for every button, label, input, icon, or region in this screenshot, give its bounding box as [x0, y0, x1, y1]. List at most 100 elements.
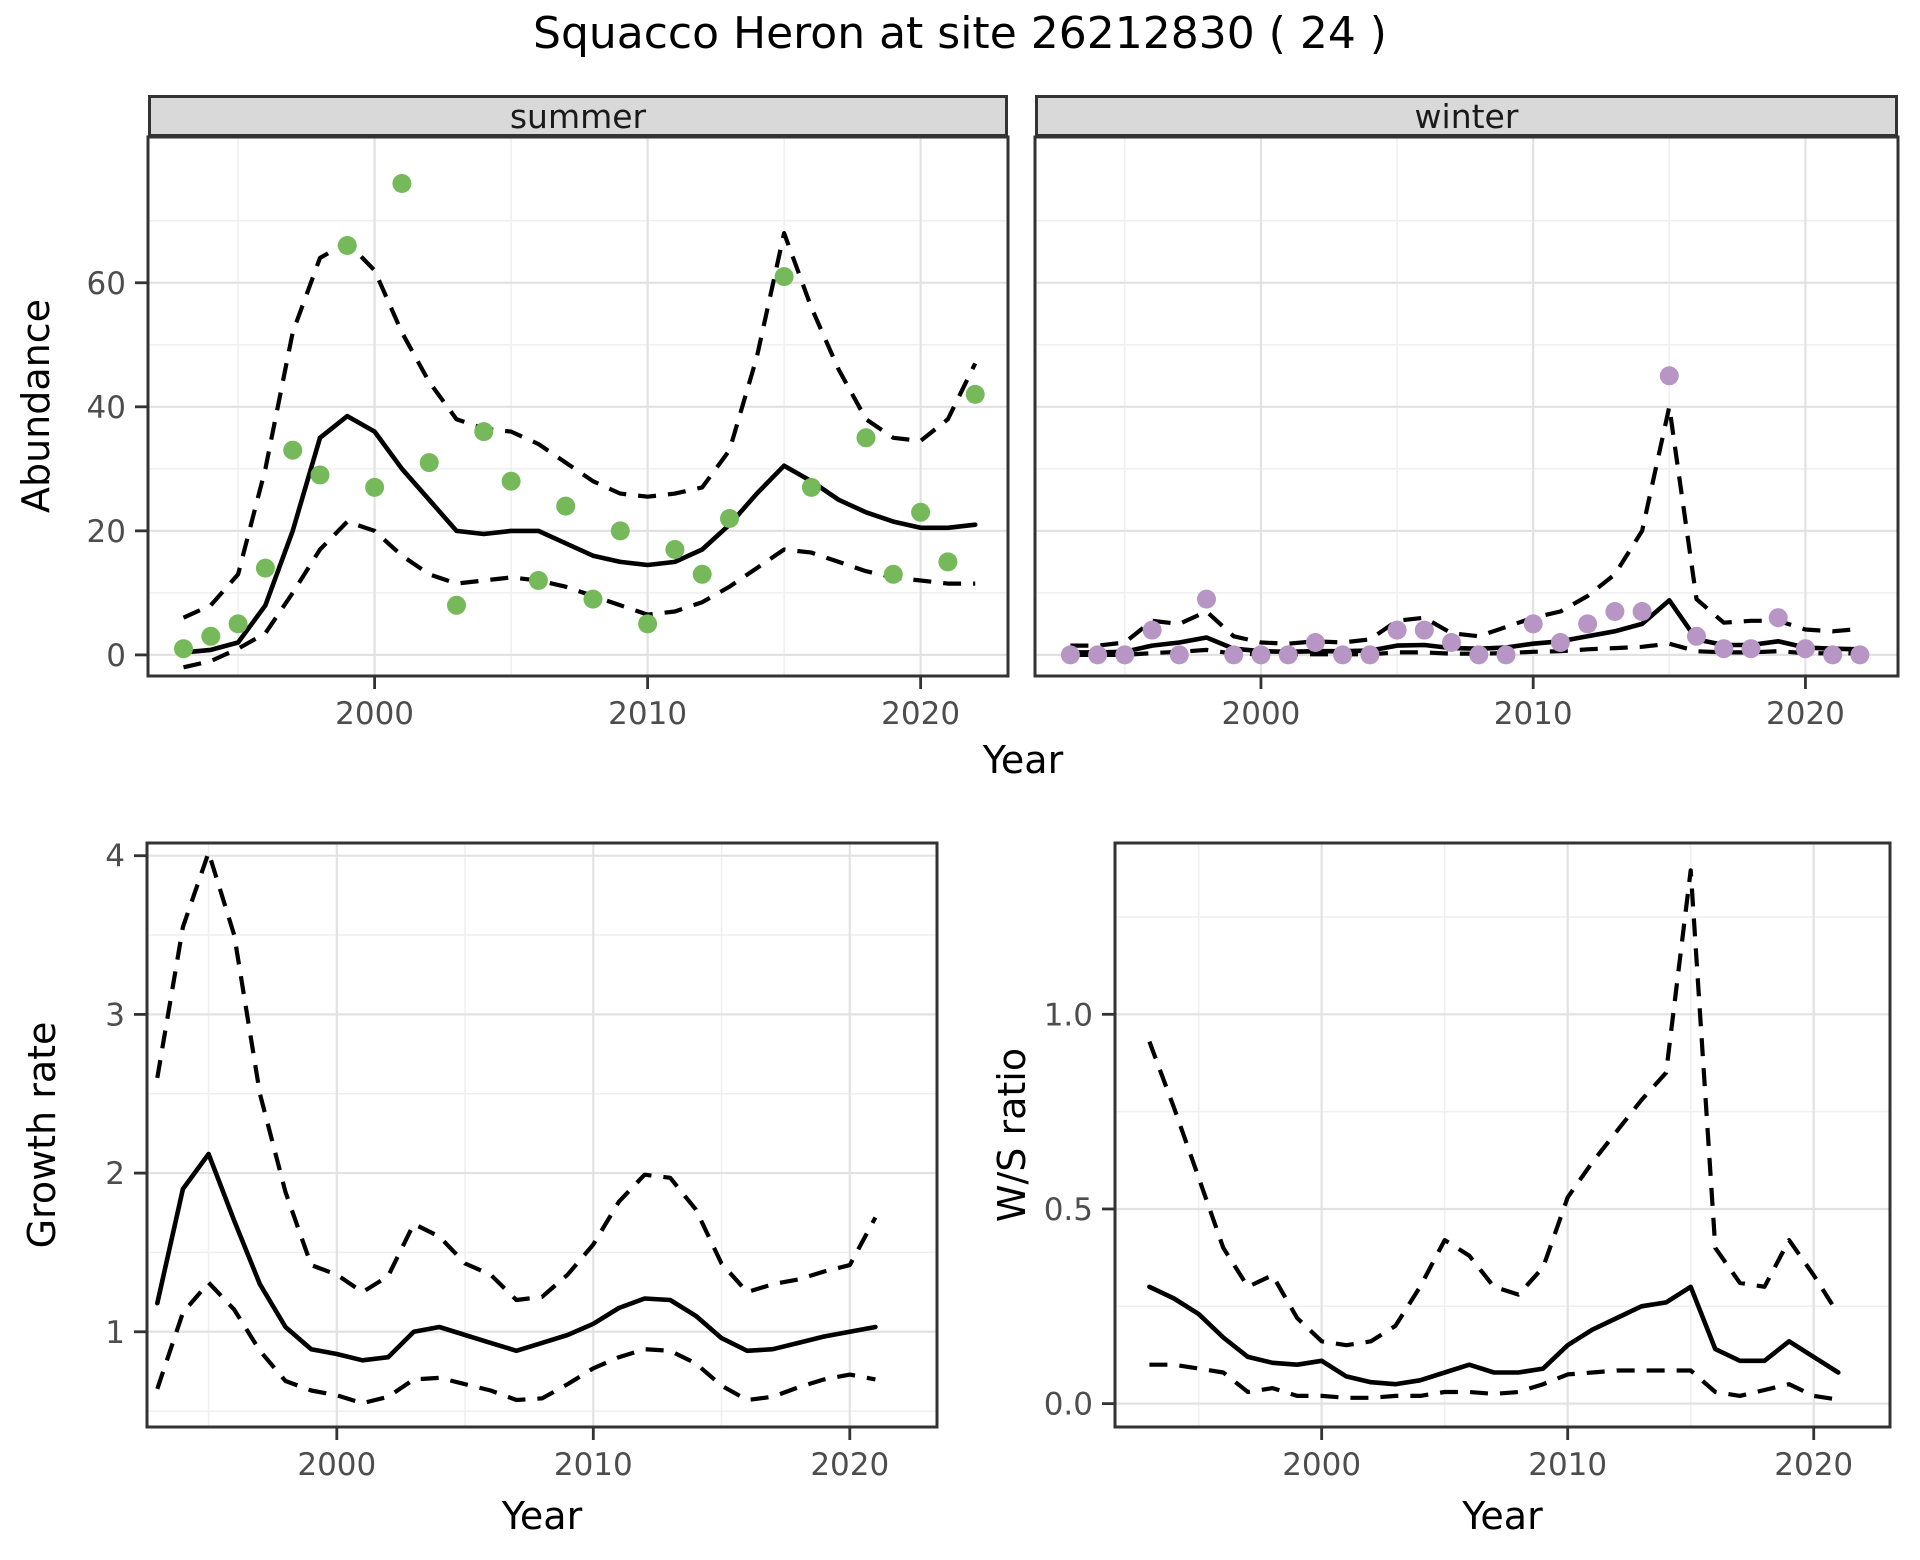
- x-tick-label: 2010: [1494, 696, 1573, 732]
- data-point: [720, 509, 739, 528]
- data-point: [1169, 645, 1189, 665]
- facet-strip-winter-label: winter: [1414, 96, 1519, 136]
- confidence-interval-line: [1070, 404, 1861, 648]
- data-point: [1088, 645, 1108, 665]
- data-point: [856, 428, 876, 448]
- y-tick-label: 20: [87, 514, 126, 550]
- data-point: [392, 174, 412, 193]
- x-axis-title-top: Year: [982, 738, 1064, 782]
- data-point: [556, 496, 576, 516]
- winter-plot: 2000 2010 2020: [1033, 135, 1900, 732]
- x-axis-title-growth: Year: [501, 1494, 583, 1538]
- data-point: [1768, 608, 1788, 628]
- data-point: [774, 267, 794, 287]
- data-point: [692, 564, 712, 584]
- data-point: [419, 453, 439, 473]
- data-point: [201, 626, 221, 646]
- data-point: [1550, 633, 1570, 652]
- data-point: [938, 552, 958, 572]
- data-point: [1850, 645, 1870, 665]
- data-point: [1823, 645, 1843, 665]
- y-tick-label: 0.0: [1044, 1387, 1093, 1423]
- data-point: [1414, 620, 1434, 640]
- confidence-interval-line: [155, 850, 878, 1303]
- facet-strip-summer-label: summer: [509, 96, 647, 136]
- panel-border: [145, 841, 939, 1429]
- x-tick-label: 2020: [1766, 696, 1845, 732]
- mean-trend-line: [155, 1151, 878, 1363]
- confidence-interval-line: [155, 1280, 876, 1406]
- data-point: [174, 639, 193, 659]
- mean-trend-line: [1147, 1284, 1841, 1387]
- panel-background: [147, 843, 937, 1427]
- x-axis-title-ws: Year: [1462, 1494, 1543, 1538]
- data-point: [1741, 639, 1761, 659]
- y-tick-label: 60: [87, 266, 126, 302]
- data-point: [255, 558, 275, 578]
- data-point: [1251, 645, 1271, 665]
- data-point: [965, 384, 985, 404]
- data-point: [1115, 645, 1135, 665]
- facet-strip-summer: summer: [148, 95, 1008, 137]
- data-point: [1224, 645, 1244, 665]
- y-tick-label: 40: [87, 390, 126, 426]
- data-point: [1687, 626, 1706, 646]
- y-tick-label: 2: [105, 1156, 125, 1192]
- data-point: [501, 471, 521, 491]
- data-point: [1578, 614, 1598, 634]
- y-tick-label: 3: [105, 997, 125, 1033]
- data-point: [1442, 633, 1461, 652]
- summer-plot: 2000 2010 2020 0 20 40 60: [87, 135, 1010, 732]
- data-point: [801, 477, 821, 497]
- x-tick-label: 2020: [1774, 1447, 1853, 1483]
- x-tick-label: 2020: [881, 696, 960, 732]
- data-point: [1469, 645, 1489, 665]
- data-point: [337, 236, 357, 255]
- panel-border: [1113, 841, 1892, 1429]
- data-point: [1632, 602, 1652, 621]
- x-tick-label: 2020: [810, 1447, 889, 1483]
- data-point: [1795, 639, 1815, 659]
- data-point: [1605, 602, 1625, 621]
- facet-strip-winter: winter: [1035, 95, 1898, 137]
- y-tick-label: 1: [105, 1315, 125, 1351]
- data-point: [474, 422, 494, 442]
- confidence-interval-line: [182, 230, 978, 620]
- data-point: [1197, 589, 1216, 609]
- x-tick-label: 2000: [1282, 1447, 1361, 1483]
- data-point: [1360, 645, 1380, 665]
- y-axis-title-ws-ratio: W/S ratio: [990, 1047, 1034, 1223]
- y-tick-label: 4: [105, 839, 125, 875]
- x-tick-label: 2000: [1222, 696, 1301, 732]
- y-tick-label: 0: [106, 638, 126, 674]
- data-point: [1060, 645, 1080, 665]
- data-point: [1659, 366, 1679, 386]
- y-axis-title-abundance: Abundance: [14, 298, 58, 514]
- x-tick-label: 2000: [335, 696, 414, 732]
- data-point: [1333, 645, 1353, 665]
- panel-border: [1033, 135, 1900, 678]
- confidence-interval-line: [1149, 1362, 1839, 1402]
- data-point: [1714, 639, 1734, 659]
- data-point: [1305, 633, 1325, 652]
- data-point: [1278, 645, 1298, 665]
- growth-plot: 2000 2010 2020 1 2 3 4: [105, 839, 939, 1483]
- data-point: [365, 477, 385, 497]
- data-point: [447, 595, 466, 615]
- data-point: [228, 614, 248, 634]
- data-point: [1387, 620, 1407, 640]
- x-tick-label: 2010: [608, 696, 687, 732]
- data-point: [1142, 620, 1162, 640]
- x-tick-label: 2010: [554, 1447, 633, 1483]
- data-point: [610, 521, 630, 541]
- page-title: Squacco Heron at site 26212830 ( 24 ): [533, 8, 1387, 59]
- mean-trend-line: [181, 413, 978, 655]
- data-point: [911, 502, 931, 522]
- confidence-interval-line: [1070, 641, 1860, 658]
- y-tick-label: 0.5: [1044, 1192, 1093, 1228]
- y-tick-label: 1.0: [1044, 997, 1093, 1033]
- confidence-interval-line: [183, 519, 976, 670]
- y-axis-title-growth-rate: Growth rate: [20, 1021, 64, 1249]
- data-point: [638, 614, 658, 634]
